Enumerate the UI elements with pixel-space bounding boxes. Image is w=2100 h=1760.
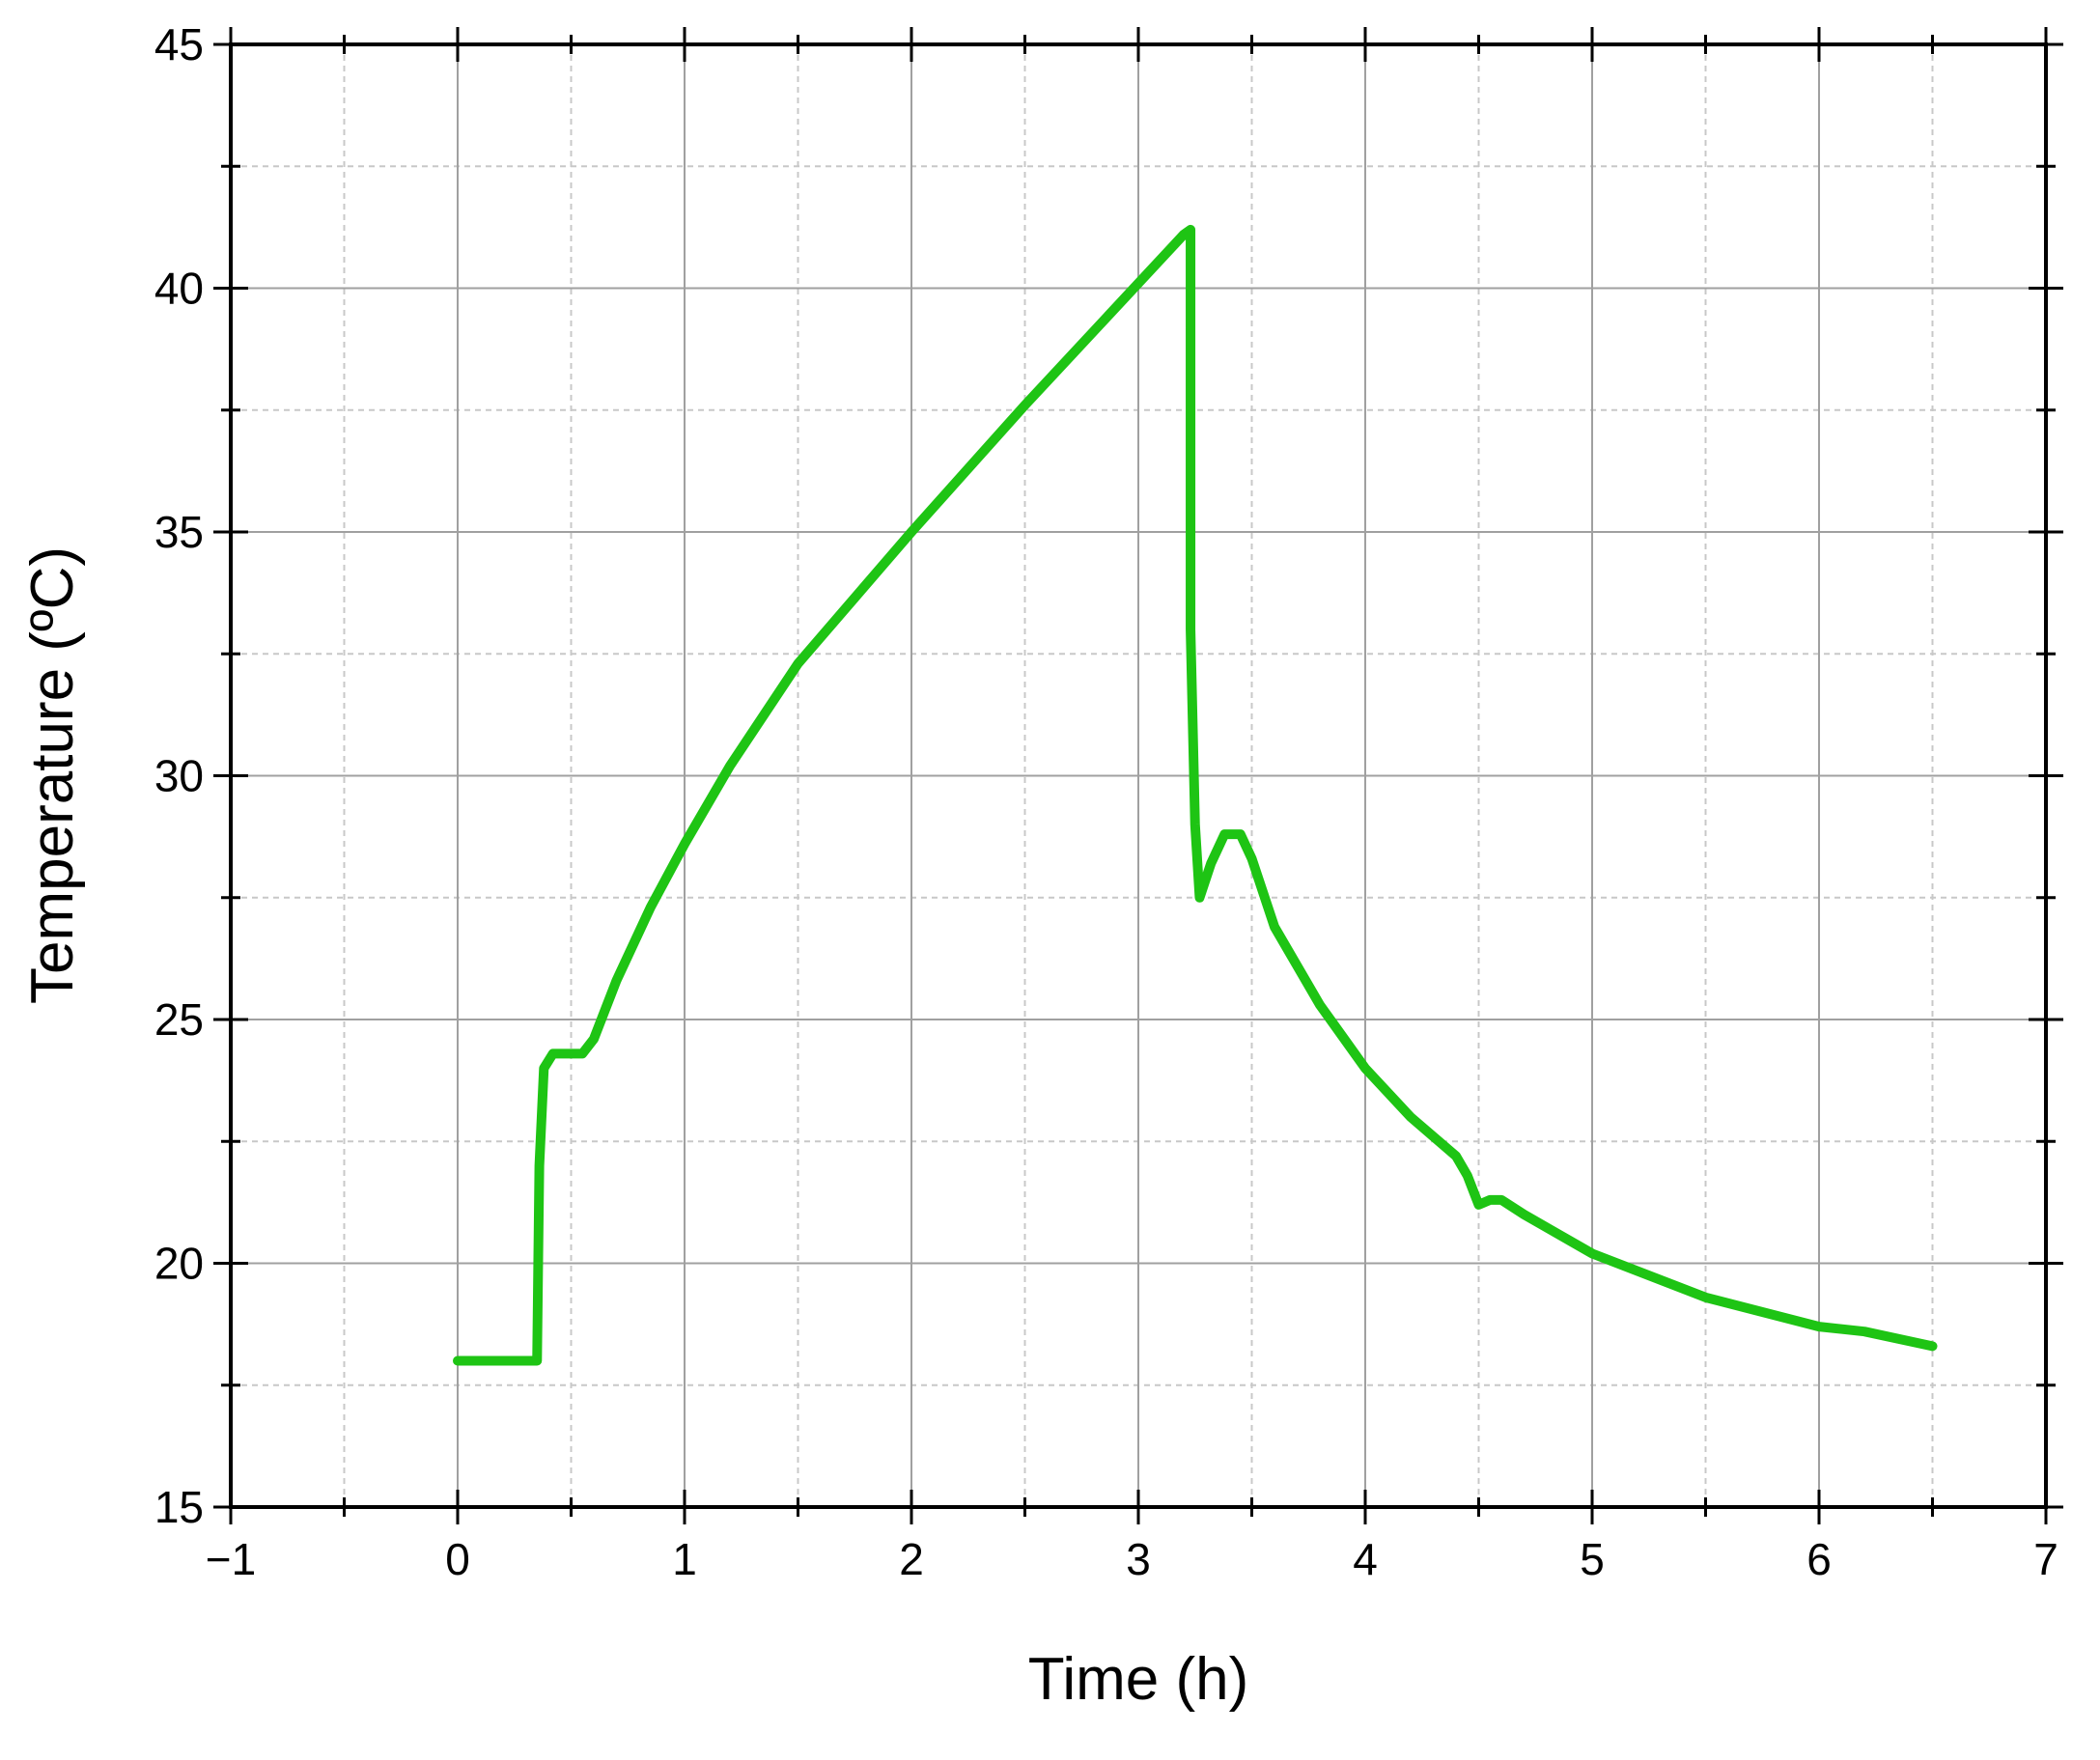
x-tick-label: 6 [1806, 1534, 1832, 1584]
y-tick-label: 35 [154, 507, 204, 557]
y-tick-label: 15 [154, 1482, 204, 1532]
y-tick-label: 20 [154, 1239, 204, 1289]
x-axis-title: Time (h) [1028, 1646, 1248, 1713]
y-tick-label: 30 [154, 751, 204, 801]
y-tick-label: 40 [154, 264, 204, 314]
data-line [453, 224, 1938, 1366]
x-tick-label: 0 [445, 1534, 470, 1584]
x-tick-label: 7 [2033, 1534, 2058, 1584]
x-tick-label: −1 [206, 1534, 256, 1584]
x-tick-label: 3 [1126, 1534, 1151, 1584]
x-tick-label: 1 [672, 1534, 697, 1584]
x-tick-label: 2 [899, 1534, 924, 1584]
y-tick-label: 25 [154, 994, 204, 1045]
y-tick-label: 45 [154, 19, 204, 70]
y-axis-title: Temperature (ºC) [19, 546, 86, 1004]
x-tick-label: 4 [1353, 1534, 1378, 1584]
plot-frame [229, 42, 2048, 1509]
x-tick-label: 5 [1580, 1534, 1605, 1584]
